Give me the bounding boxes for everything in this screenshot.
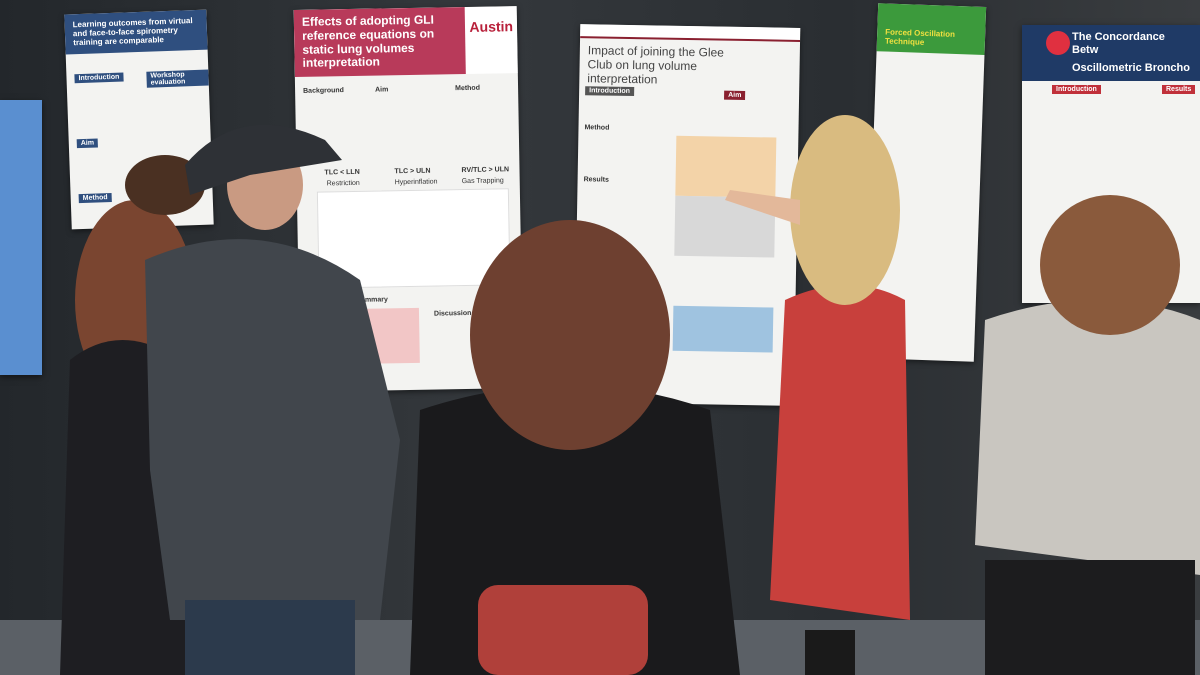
logo-shape [1046,31,1070,55]
person-hair [1040,195,1180,335]
poster-subtitle: Oscillometric Broncho [1022,62,1200,81]
person-dress [770,285,910,620]
person-legs [805,630,855,675]
heading: Introduction [1052,85,1101,94]
person [145,239,400,620]
person-hair [125,155,205,215]
bag [478,585,648,675]
person-hair [470,220,670,450]
person-legs [985,560,1195,675]
person-hair [790,115,900,305]
poster [0,100,42,375]
poster-title: The Concordance Betw [1022,25,1200,63]
person-legs [185,600,355,675]
person-cap [185,124,342,195]
person [975,300,1200,575]
person-arm [725,190,800,225]
heading: Results [1162,85,1196,94]
